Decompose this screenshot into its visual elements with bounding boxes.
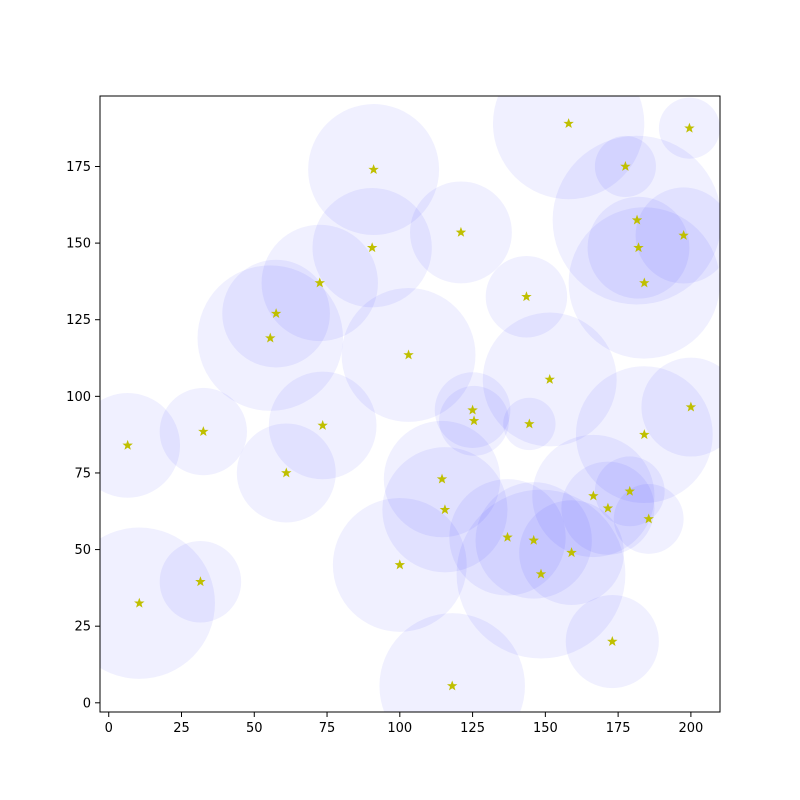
y-tick-label-0: 0 [83, 696, 91, 711]
star-marker-20 [521, 291, 532, 302]
star-marker-34 [639, 277, 650, 288]
star-marker-30 [620, 161, 631, 171]
y-tick-label-7: 175 [66, 160, 91, 175]
x-tick-label-3: 75 [319, 721, 336, 736]
star-marker-0 [122, 439, 133, 450]
star-marker-16 [455, 226, 467, 237]
star-marker-5 [270, 308, 282, 319]
star-marker-7 [314, 277, 325, 288]
y-tick-label-6: 150 [66, 237, 91, 252]
star-marker-37 [678, 229, 689, 240]
star-marker-10 [368, 164, 379, 174]
star-marker-35 [639, 429, 650, 440]
x-tick-label-0: 0 [105, 721, 113, 736]
star-marker-28 [602, 502, 614, 513]
star-marker-33 [633, 242, 644, 253]
x-tick-label-2: 50 [246, 721, 263, 736]
x-tick-label-1: 25 [173, 721, 190, 736]
star-marker-8 [317, 419, 328, 430]
star-marker-12 [403, 349, 414, 360]
star-marker-39 [685, 401, 697, 412]
star-marker-2 [195, 576, 206, 587]
star-marker-19 [502, 531, 513, 542]
star-marker-24 [544, 374, 555, 384]
star-marker-6 [281, 467, 292, 478]
star-marker-3 [198, 426, 209, 437]
bubble-circle-25 [492, 96, 645, 200]
x-tick-label-5: 125 [460, 721, 485, 736]
bubble-circle-37 [635, 187, 720, 284]
x-tick-label-6: 150 [533, 721, 558, 736]
star-marker-29 [607, 636, 618, 646]
plot-frame [99, 95, 721, 713]
bubble-circle-15 [379, 613, 525, 712]
x-tick-label-4: 100 [387, 721, 412, 736]
bubble-circles [100, 96, 720, 712]
star-marker-4 [265, 332, 276, 343]
y-tick-label-2: 50 [74, 543, 91, 558]
y-tick-label-3: 75 [74, 466, 91, 481]
star-marker-17 [467, 404, 478, 415]
bubble-circle-1 [100, 527, 215, 679]
star-marker-21 [524, 418, 535, 429]
star-marker-15 [446, 680, 458, 691]
star-marker-31 [624, 485, 635, 496]
x-tick-label-8: 200 [678, 721, 703, 736]
bubble-circle-0 [100, 392, 181, 498]
star-marker-36 [643, 513, 654, 524]
x-tick-label-7: 175 [606, 721, 631, 736]
star-marker-18 [468, 415, 480, 426]
star-marker-38 [684, 122, 695, 133]
star-marker-23 [535, 568, 547, 579]
y-tick-label-1: 25 [74, 620, 91, 635]
y-axis: 0 25 50 75 100 125 150 175 [66, 160, 100, 711]
star-markers [122, 118, 697, 691]
star-marker-22 [528, 534, 539, 545]
star-marker-1 [134, 597, 145, 608]
star-marker-14 [439, 504, 451, 515]
star-marker-26 [566, 547, 577, 558]
y-tick-label-5: 125 [66, 313, 91, 328]
star-marker-11 [394, 559, 406, 570]
star-marker-27 [588, 490, 599, 501]
star-marker-25 [563, 118, 574, 129]
star-marker-9 [366, 242, 378, 253]
star-marker-13 [436, 473, 448, 484]
star-marker-32 [631, 214, 643, 225]
bubble-circle-39 [641, 357, 720, 457]
x-axis: 0 25 50 75 100 125 150 175 200 [105, 712, 703, 736]
y-tick-label-4: 100 [66, 390, 91, 405]
